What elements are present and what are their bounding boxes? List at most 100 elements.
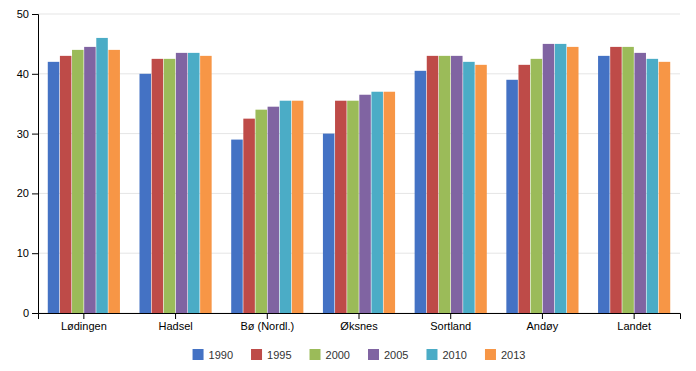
bar [359, 95, 371, 313]
axis-line [39, 314, 681, 320]
legend: 199019952000200520102013 [193, 349, 526, 361]
tick-mark [32, 313, 38, 314]
legend-swatch [193, 349, 204, 360]
y-axis: 0 10 20 30 40 50 [17, 8, 39, 319]
bar [48, 62, 60, 313]
bar [152, 59, 164, 313]
tick-label: 50 [17, 8, 29, 20]
bar [139, 74, 151, 313]
bar-series [108, 47, 670, 313]
tick-label: 10 [17, 247, 29, 259]
bar [347, 101, 359, 313]
axis-line [32, 15, 39, 314]
bars [48, 38, 670, 313]
tick-mark [267, 313, 268, 319]
bar [188, 53, 200, 313]
bar [384, 92, 396, 313]
tick: Sortland [430, 313, 471, 332]
bar [555, 44, 567, 313]
legend-swatch [426, 349, 437, 360]
tick: Landet [617, 313, 651, 332]
bar [543, 44, 555, 313]
bar [268, 107, 280, 313]
grid [38, 14, 680, 313]
tick-label: 30 [17, 128, 29, 140]
bar [622, 47, 634, 313]
tick-mark [634, 313, 635, 319]
tick-mark [32, 74, 38, 75]
legend-item: 2013 [485, 349, 525, 361]
tick: Andøy [527, 313, 559, 332]
bar [610, 47, 622, 313]
legend-label: 1990 [209, 349, 233, 361]
tick: 0 [23, 307, 38, 319]
tick-label: Hadsel [158, 320, 192, 332]
bar [335, 101, 347, 313]
x-axis: LødingenHadselBø (Nordl.)ØksnesSortlandA… [39, 313, 681, 332]
tick-mark [83, 313, 84, 319]
tick: Bø (Nordl.) [240, 313, 294, 332]
bar-series [48, 56, 610, 313]
tick: Øksnes [340, 313, 378, 332]
bar [60, 56, 72, 313]
bar [531, 59, 543, 313]
legend-swatch [310, 349, 321, 360]
tick-mark [450, 313, 451, 319]
bar [323, 134, 335, 313]
bar [659, 62, 671, 313]
tick-label: Landet [617, 320, 651, 332]
grid-line [38, 253, 680, 254]
tick: 10 [17, 247, 38, 259]
grid-line [38, 73, 680, 74]
tick: 40 [17, 68, 38, 80]
bar [231, 140, 243, 313]
bar-series [60, 47, 622, 313]
chart: 01020304050LødingenHadselBø (Nordl.)Øksn… [0, 0, 696, 371]
bar [108, 50, 120, 313]
tick-label: 0 [23, 307, 29, 319]
legend-swatch [251, 349, 262, 360]
plot: 01020304050LødingenHadselBø (Nordl.)Øksn… [17, 8, 681, 332]
tick: 20 [17, 187, 38, 199]
bar [647, 59, 659, 313]
legend-label: 2013 [501, 349, 525, 361]
tick: 30 [17, 128, 38, 140]
legend-item: 2005 [368, 349, 408, 361]
tick-label: Øksnes [340, 320, 378, 332]
tick-label: 40 [17, 68, 29, 80]
tick-label: Bø (Nordl.) [240, 320, 294, 332]
bar [72, 50, 84, 313]
bar [164, 59, 176, 313]
bar [463, 62, 475, 313]
bar [371, 92, 383, 313]
tick-mark [359, 313, 360, 319]
bar [439, 56, 451, 313]
bar [200, 56, 212, 313]
grid-line [38, 133, 680, 134]
bar [96, 38, 108, 313]
bar [176, 53, 188, 313]
bar [243, 119, 255, 313]
tick-label: Sortland [430, 320, 471, 332]
tick: 50 [17, 8, 38, 20]
tick-mark [175, 313, 176, 319]
tick-mark [542, 313, 543, 319]
legend-item: 1990 [193, 349, 233, 361]
bar [451, 56, 463, 313]
bar [255, 110, 267, 313]
bar-series [96, 38, 658, 313]
grid-line [38, 193, 680, 194]
bar [84, 47, 96, 313]
bar [292, 101, 304, 313]
tick: Hadsel [158, 313, 192, 332]
grid-line [38, 14, 680, 15]
tick-mark [32, 134, 38, 135]
bar [518, 65, 530, 313]
bar [280, 101, 292, 313]
bar [598, 56, 610, 313]
legend-item: 2010 [426, 349, 466, 361]
tick-mark [32, 14, 38, 15]
tick-label: 20 [17, 187, 29, 199]
bar [415, 71, 427, 313]
legend-swatch [368, 349, 379, 360]
